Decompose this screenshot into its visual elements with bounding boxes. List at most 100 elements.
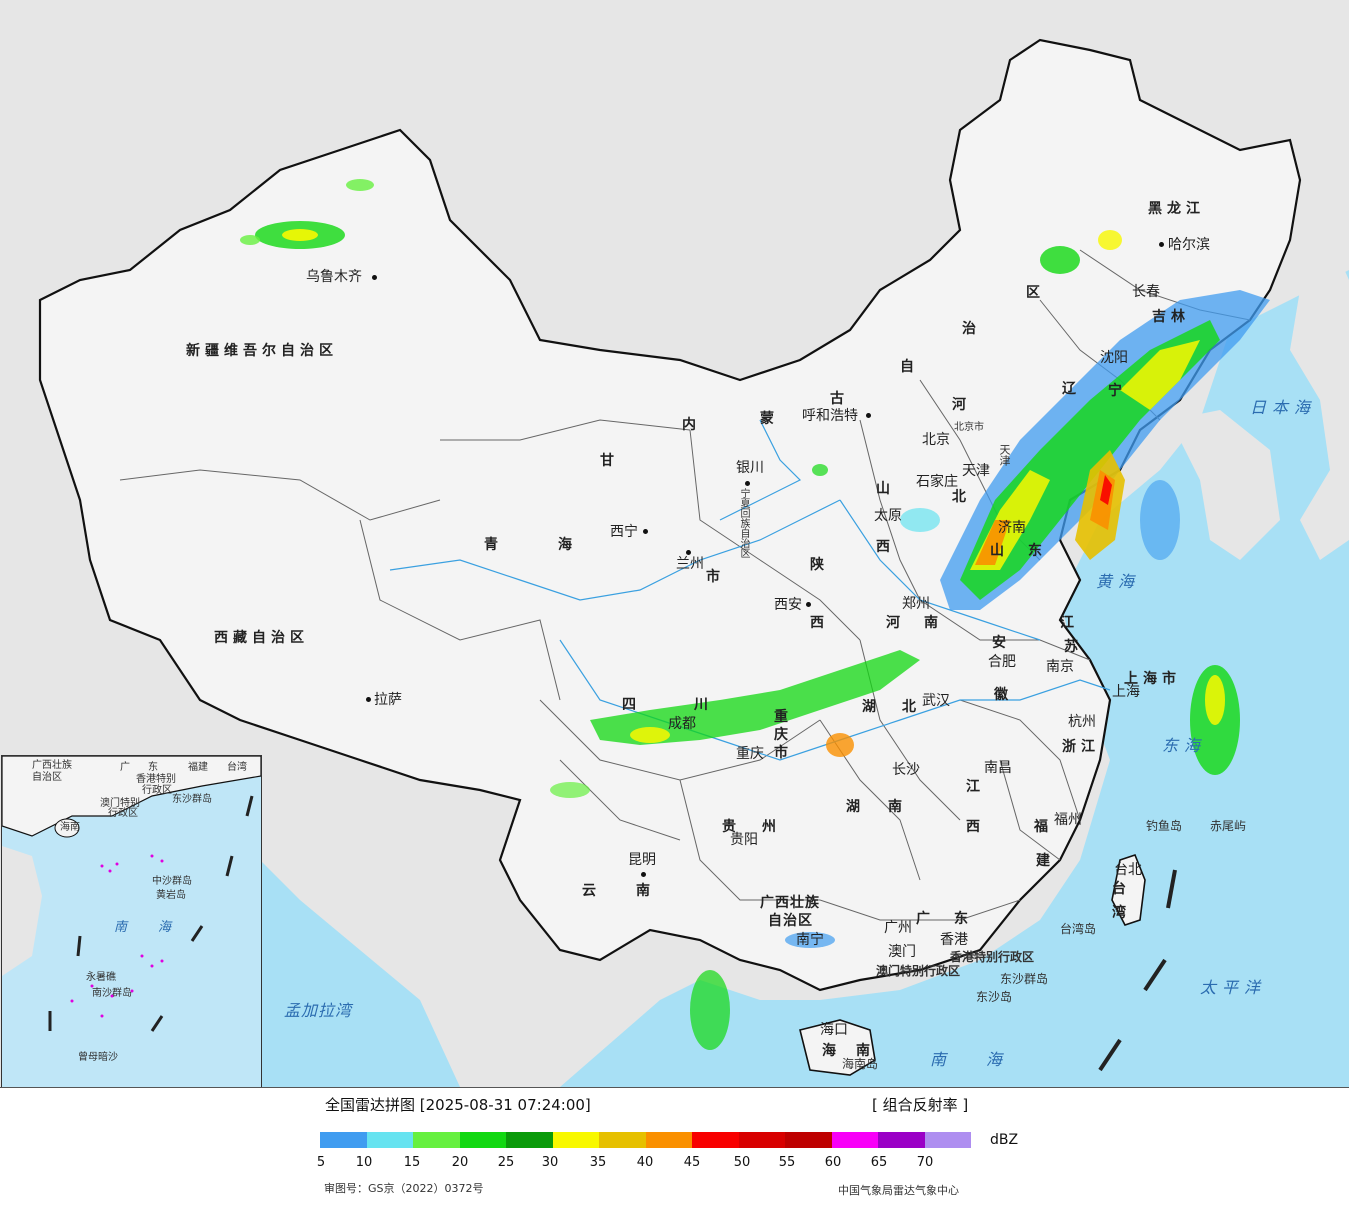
legend-swatch [552,1132,599,1148]
city-chongqing: 重庆 [736,746,764,762]
province-shandong-2: 东 [1028,543,1047,559]
legend: 全国雷达拼图 [2025-08-31 07:24:00] [ 组合反射率 ] d… [0,1088,1349,1208]
island-chiwei: 赤尾屿 [1210,819,1247,833]
taiwan-land [1111,854,1146,926]
province-hunan-1: 湖 [846,799,865,815]
province-shandong-1: 山 [990,543,1009,559]
legend-tick-label: 10 [355,1155,373,1170]
province-gansu-shi: 市 [706,569,725,585]
legend-tick-label: 15 [403,1155,421,1170]
legend-color-scale [320,1132,971,1148]
province-taiwan-2: 湾 [1112,905,1131,921]
legend-tick-label: 60 [824,1155,842,1170]
city-dot [366,697,371,702]
province-neimenggu-2: 蒙 [760,411,779,427]
inset-label: 台湾 [227,762,247,773]
province-yunnan-1: 云 [582,883,601,899]
radar-echoes [240,179,1270,1050]
city-jinan: 济南 [998,520,1026,536]
province-guangxi-1: 广西壮族 [760,895,820,911]
legend-swatch [878,1132,925,1148]
city-chengdu: 成都 [668,716,696,732]
radar-map: 新疆维吾尔自治区 西藏自治区 青 海 甘 内 蒙 古 自 治 区 黑龙江 吉林 … [0,0,1349,1088]
map-approval-number: 审图号：GS京（2022）0372号 [324,1182,484,1195]
legend-tick-label: 20 [451,1155,469,1170]
province-gansu: 甘 [600,453,619,469]
province-chongqing-3: 市 [774,745,793,761]
province-guangdong-2: 东 [954,911,973,927]
province-henan-2: 南 [924,615,943,631]
province-anhui-2: 徽 [994,687,1013,703]
legend-swatch [459,1132,506,1148]
city-macau: 澳门 [888,944,916,960]
inset-label: 广 [120,762,130,773]
city-xian: 西安 [774,597,802,613]
city-shenyang: 沈阳 [1100,350,1128,366]
city-haikou: 海口 [820,1022,848,1038]
province-anhui-1: 安 [992,635,1011,651]
city-wuhan: 武汉 [922,693,950,709]
inset-label: 南 [114,920,128,935]
city-beijing: 北京 [922,432,950,448]
sea-huanghai: 黄海 [1096,572,1141,591]
legend-swatch [366,1132,413,1148]
province-guangdong-1: 广 [916,911,935,927]
legend-swatch [692,1132,739,1148]
city-dot [806,602,811,607]
inset-label: 广西壮族 [32,760,72,771]
legend-tick-label: 45 [683,1155,701,1170]
province-hubei-1: 湖 [862,699,881,715]
sea-taipingyang: 太平洋 [1200,978,1267,997]
city-dot [866,413,871,418]
city-nanning: 南宁 [796,932,824,948]
province-hubei-2: 北 [902,699,921,715]
city-dot [745,481,750,486]
legend-swatch [506,1132,553,1148]
inset-label: 黄岩岛 [156,890,186,901]
province-liaoning-2: 宁 [1108,383,1127,399]
sea-mengjiala: 孟加拉湾 [284,1001,353,1020]
province-hainan-2: 南 [856,1043,875,1059]
province-hunan-2: 南 [888,799,907,815]
sea-boundary-lines [1098,869,1177,1072]
inset-label: 澳门特别 [100,798,140,809]
province-jiangsu-2: 苏 [1064,639,1083,655]
city-tianjin: 天津 [962,463,990,479]
city-kunming: 昆明 [628,852,656,868]
legend-unit: dBZ [990,1132,1019,1148]
legend-swatch [831,1132,878,1148]
inset-label: 曾母暗沙 [78,1052,118,1063]
legend-tick-label: 5 [316,1155,326,1170]
province-neimenggu-3: 古 [830,391,849,407]
province-neimenggu-4: 自 [900,359,919,375]
province-qinghai-1: 青 [484,537,503,553]
legend-swatch [645,1132,692,1148]
inset-label: 东 [148,762,158,773]
south-china-sea-inset: 广西壮族 自治区 广 东 福建 台湾 香港特别 行政区 澳门特别 行政区 东沙群… [1,755,262,1087]
inset-label: 永暑礁 [86,972,116,983]
province-zhejiang: 浙江 [1062,739,1100,755]
sea-donghai: 东海 [1162,736,1207,755]
city-nanjing: 南京 [1046,659,1074,675]
province-yunnan-2: 南 [636,883,655,899]
province-jiangsu-1: 江 [1060,615,1079,631]
legend-title: 全国雷达拼图 [2025-08-31 07:24:00] [325,1096,591,1114]
legend-tick-label: 65 [870,1155,888,1170]
province-xinjiang: 新疆维吾尔自治区 [186,343,338,359]
city-hohhot: 呼和浩特 [802,408,858,424]
province-xizang: 西藏自治区 [214,630,309,646]
legend-tick-label: 50 [733,1155,751,1170]
city-dot [686,550,691,555]
province-sichuan-2: 川 [694,697,713,713]
city-guiyang: 贵阳 [730,832,758,848]
inset-label: 东沙群岛 [172,794,212,805]
inset-label: 海 [158,920,172,935]
city-zhengzhou: 郑州 [902,596,930,612]
inset-label: 南沙群岛 [92,988,132,999]
province-fujian-2: 建 [1036,853,1055,869]
island-dongsha-dao: 东沙岛 [976,990,1013,1004]
city-lanzhou: 兰州 [676,556,704,572]
province-ningxia: 宁夏回族自治区 [738,488,749,558]
city-taiyuan: 太原 [874,508,902,524]
inset-label: 海南 [60,822,80,833]
